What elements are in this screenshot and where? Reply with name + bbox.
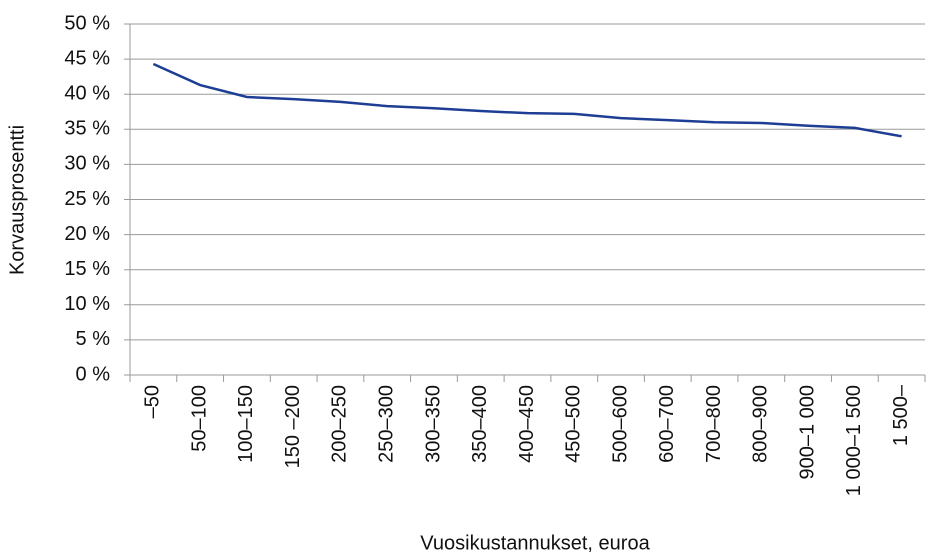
x-tick-label: 450–500: [563, 385, 585, 463]
y-tick-label: 35 %: [64, 118, 110, 140]
y-tick-label: 5 %: [76, 328, 111, 350]
x-tick-label: 1 000–1 500: [843, 385, 865, 496]
y-tick-label: 25 %: [64, 188, 110, 210]
y-tick-label: 15 %: [64, 258, 110, 280]
x-tick-label: 500–600: [609, 385, 631, 463]
x-tick-label: 350–400: [469, 385, 491, 463]
x-tick-label: 700–800: [703, 385, 725, 463]
y-axis-label: Korvausprosentti: [6, 125, 28, 275]
y-tick-label: 40 %: [64, 82, 110, 104]
x-tick-label: 300–350: [422, 385, 444, 463]
x-tick-label: 150 –200: [282, 385, 304, 468]
x-tick-label: 50–100: [188, 385, 210, 452]
data-line: [152, 62, 902, 138]
x-axis-label: Vuosikustannukset, euroa: [420, 532, 650, 554]
y-tick-label: 0 %: [76, 363, 111, 385]
y-tick-label: 45 %: [64, 47, 110, 69]
x-tick-label: –50: [142, 385, 164, 418]
x-tick-label: 1 500–: [890, 384, 912, 446]
y-tick-label: 30 %: [64, 153, 110, 175]
y-tick-label: 20 %: [64, 223, 110, 245]
x-tick-label: 400–450: [516, 385, 538, 463]
x-tick-label: 200–250: [329, 385, 351, 463]
x-tick-label: 100–150: [235, 385, 257, 463]
y-tick-label: 50 %: [64, 12, 110, 34]
x-tick-label: 250–300: [375, 385, 397, 463]
x-tick-label: 900–1 000: [796, 385, 818, 480]
x-tick-label: 800–900: [750, 385, 772, 463]
y-tick-label: 10 %: [64, 293, 110, 315]
x-tick-label: 600–700: [656, 385, 678, 463]
